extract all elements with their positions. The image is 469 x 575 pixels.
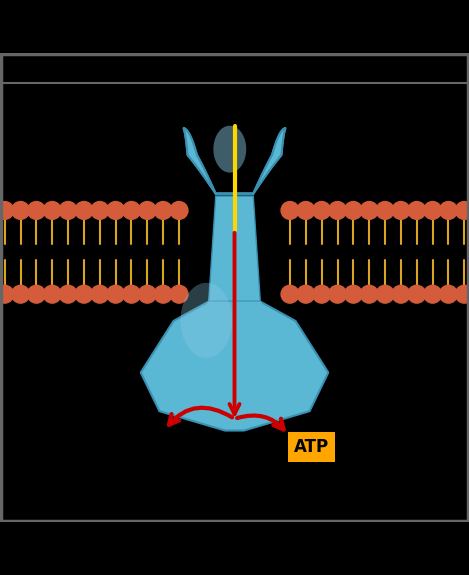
- Circle shape: [408, 285, 426, 303]
- Circle shape: [376, 285, 394, 303]
- Circle shape: [297, 285, 315, 303]
- Circle shape: [455, 201, 469, 219]
- Circle shape: [12, 285, 30, 303]
- FancyArrowPatch shape: [237, 416, 284, 430]
- Circle shape: [297, 201, 315, 219]
- Circle shape: [344, 201, 362, 219]
- Circle shape: [107, 201, 125, 219]
- Circle shape: [0, 285, 14, 303]
- Circle shape: [392, 285, 410, 303]
- Circle shape: [313, 285, 331, 303]
- Circle shape: [138, 285, 156, 303]
- Circle shape: [329, 201, 347, 219]
- Circle shape: [138, 201, 156, 219]
- Circle shape: [439, 201, 457, 219]
- Circle shape: [376, 201, 394, 219]
- Circle shape: [313, 201, 331, 219]
- Circle shape: [43, 285, 61, 303]
- Circle shape: [281, 201, 299, 219]
- Circle shape: [28, 285, 45, 303]
- Circle shape: [329, 285, 347, 303]
- Polygon shape: [141, 301, 328, 431]
- Circle shape: [424, 201, 441, 219]
- Circle shape: [360, 285, 378, 303]
- Circle shape: [170, 201, 188, 219]
- Circle shape: [28, 201, 45, 219]
- Circle shape: [360, 201, 378, 219]
- Circle shape: [59, 201, 77, 219]
- Circle shape: [12, 201, 30, 219]
- Circle shape: [455, 285, 469, 303]
- FancyBboxPatch shape: [0, 53, 469, 83]
- Polygon shape: [183, 128, 286, 194]
- Circle shape: [424, 285, 441, 303]
- Circle shape: [154, 201, 172, 219]
- Circle shape: [408, 201, 426, 219]
- Circle shape: [122, 201, 140, 219]
- Circle shape: [75, 285, 93, 303]
- Circle shape: [392, 201, 410, 219]
- Circle shape: [344, 285, 362, 303]
- Circle shape: [439, 285, 457, 303]
- Polygon shape: [181, 283, 232, 358]
- FancyArrowPatch shape: [169, 408, 232, 425]
- Circle shape: [43, 201, 61, 219]
- Circle shape: [170, 285, 188, 303]
- Circle shape: [59, 285, 77, 303]
- Circle shape: [91, 201, 109, 219]
- Circle shape: [91, 285, 109, 303]
- Circle shape: [154, 285, 172, 303]
- Polygon shape: [213, 126, 246, 172]
- Text: ATP: ATP: [295, 438, 329, 456]
- Polygon shape: [209, 196, 260, 301]
- Circle shape: [107, 285, 125, 303]
- Circle shape: [122, 285, 140, 303]
- Polygon shape: [206, 301, 263, 304]
- Circle shape: [0, 201, 14, 219]
- Circle shape: [281, 285, 299, 303]
- Circle shape: [75, 201, 93, 219]
- Polygon shape: [183, 128, 286, 194]
